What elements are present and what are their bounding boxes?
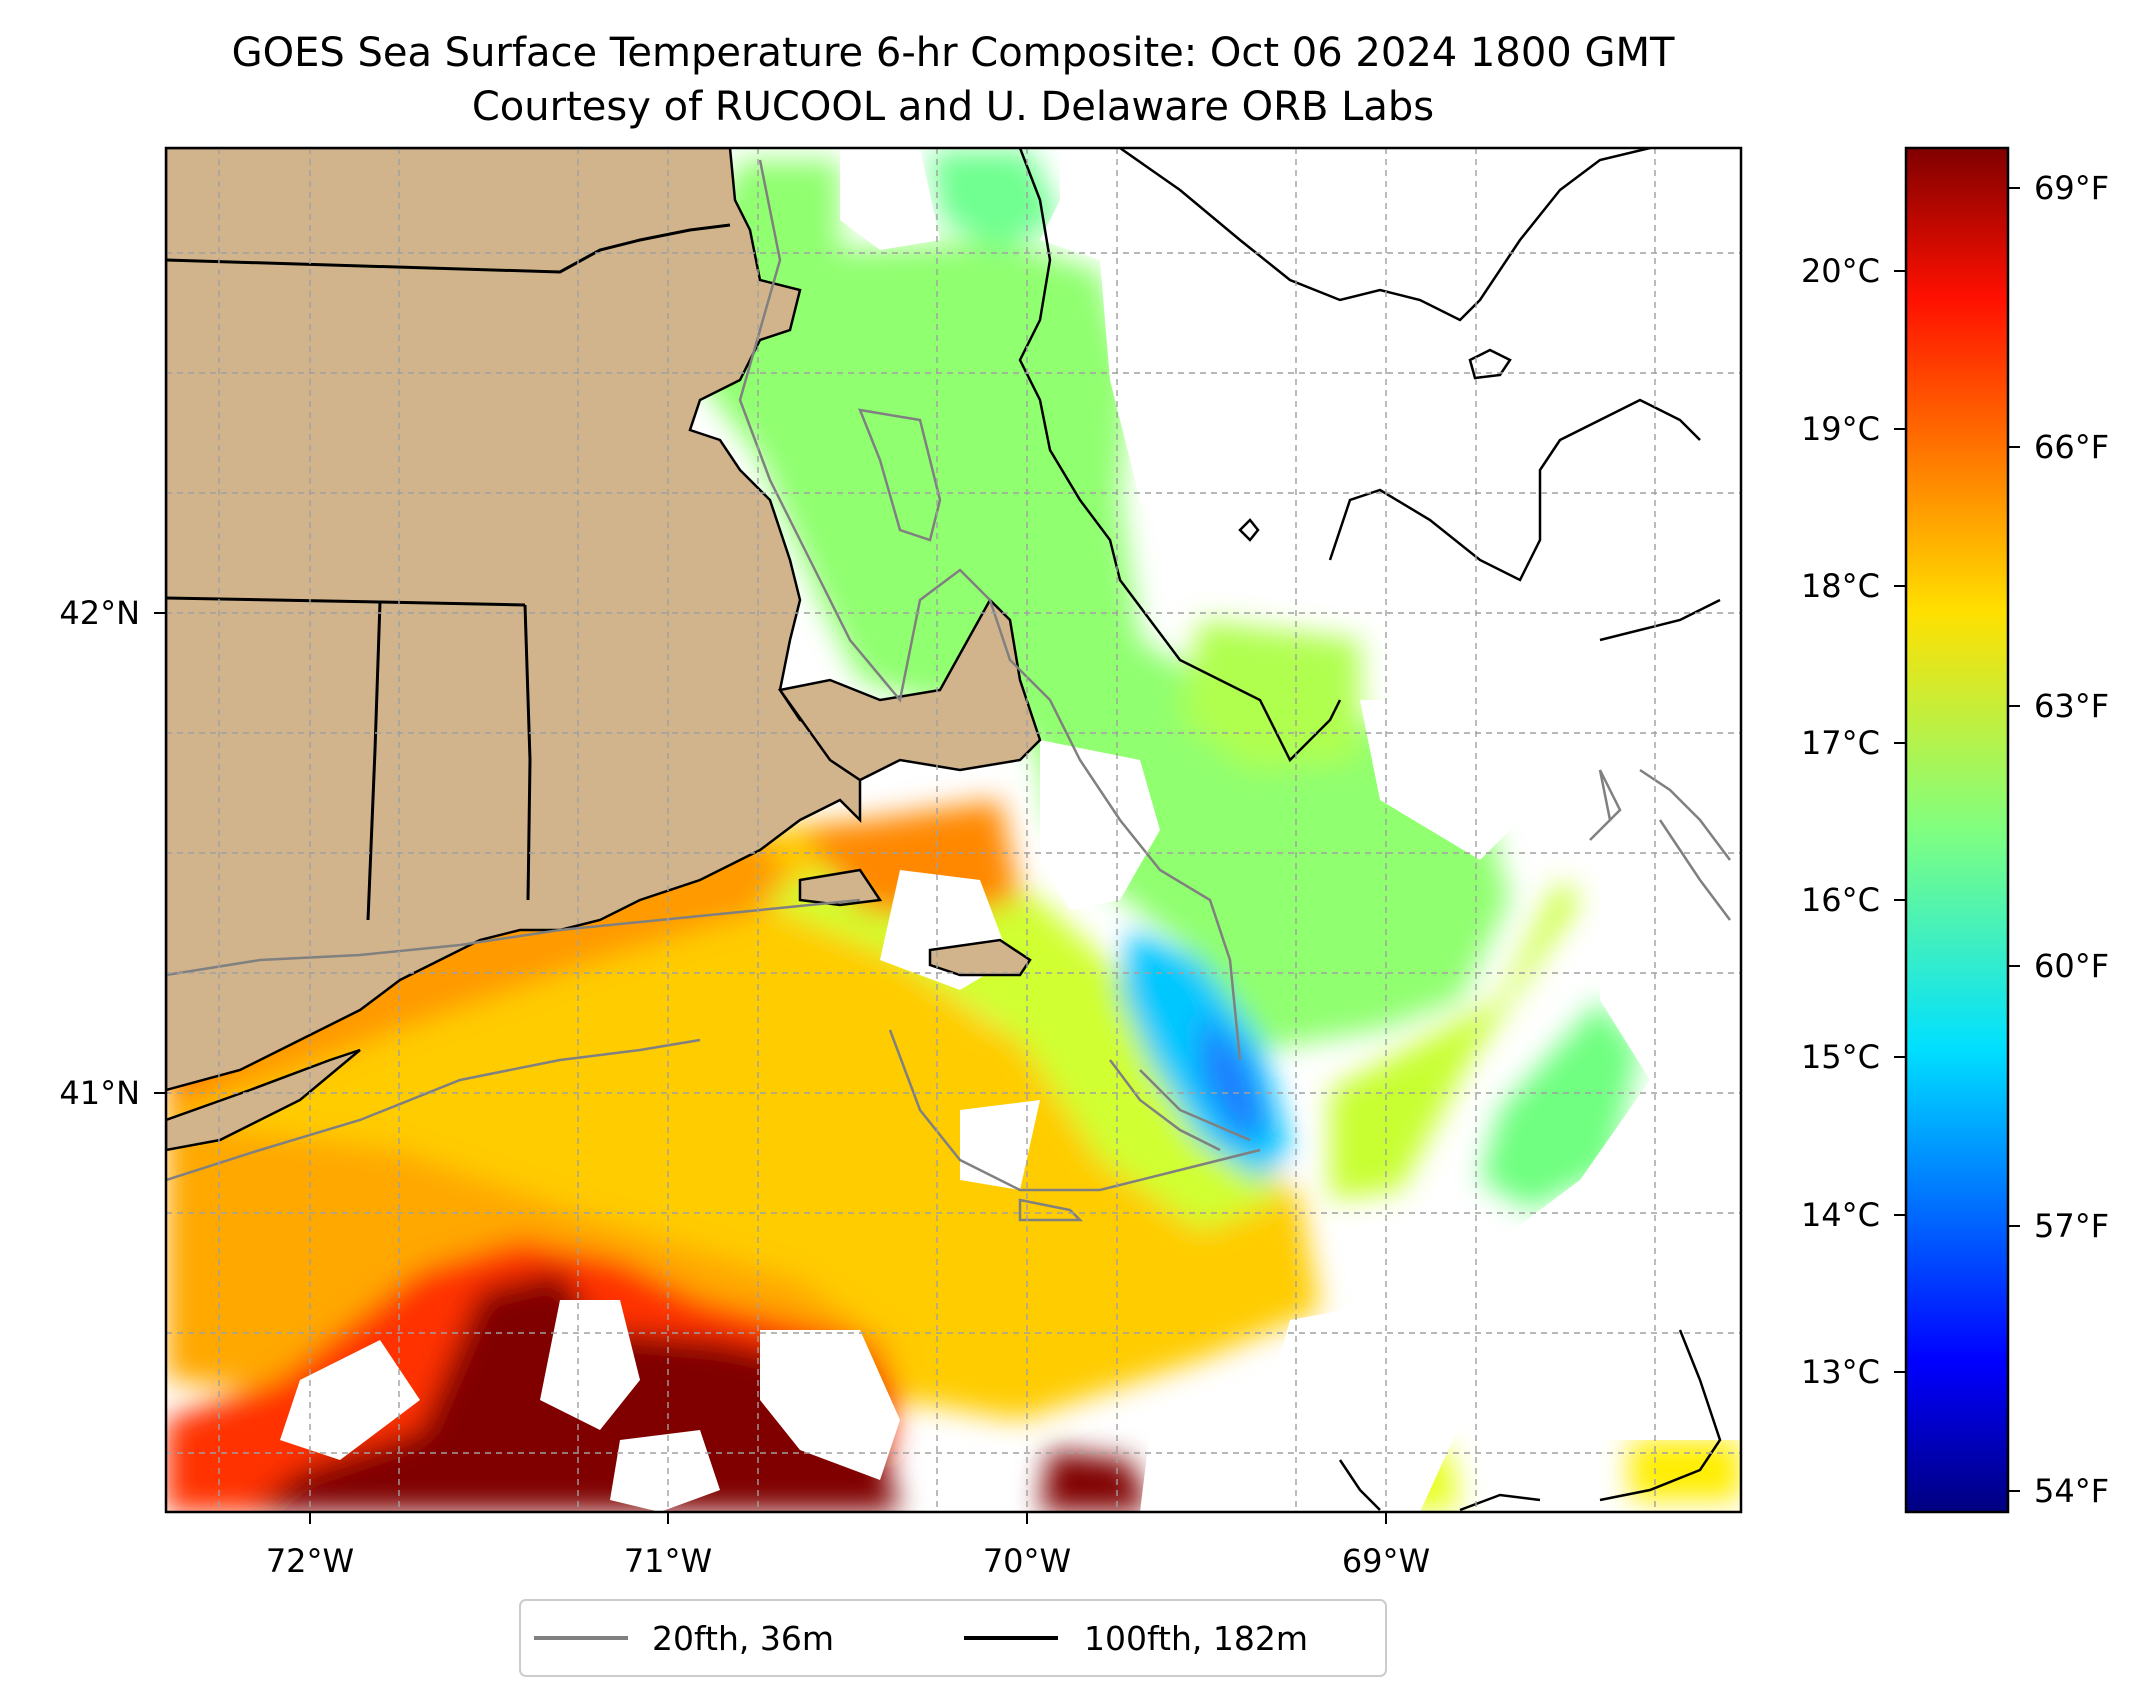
lon-tick-label-70w: 70°W: [983, 1542, 1071, 1580]
colorbar-fahrenheit-ticks: [2008, 187, 2020, 1492]
legend-label-20fth: 20fth, 36m: [652, 1619, 834, 1658]
colorbar-c-label-16: 16°C: [1801, 881, 1880, 919]
colorbar-f-label-54: 54°F: [2034, 1472, 2109, 1510]
land-cape-cod: [777, 597, 1042, 782]
land-nantucket: [928, 938, 1032, 977]
lon-tick-label-71w: 71°W: [624, 1542, 712, 1580]
colorbar-c-label-20: 20°C: [1801, 252, 1880, 290]
legend-box: [519, 1599, 1387, 1677]
colorbar-f-label-66: 66°F: [2034, 428, 2109, 466]
sst-hot-core-south: [1040, 1450, 1150, 1512]
land-marthas-vineyard: [798, 868, 883, 907]
land-long-island: [166, 1048, 361, 1152]
map-title: GOES Sea Surface Temperature 6-hr Compos…: [232, 30, 1675, 76]
sst-orange-inshore: [166, 830, 800, 1120]
colorbar-c-label-18: 18°C: [1801, 567, 1880, 605]
no-data-areas: [280, 148, 1741, 1512]
sst-yellow-green-east: [1330, 880, 1580, 1200]
colorbar-c-label-19: 19°C: [1801, 410, 1880, 448]
axis-ticks: [154, 612, 1387, 1524]
sst-blue-core: [1200, 1010, 1270, 1140]
lon-tick-label-72w: 72°W: [266, 1542, 354, 1580]
plot-frame: [164, 146, 1743, 1514]
colorbar-c-label-13: 13°C: [1801, 1353, 1880, 1391]
colorbar-c-label-17: 17°C: [1801, 724, 1880, 762]
sst-yellow-se: [1630, 1440, 1741, 1500]
plot-area: [166, 148, 1741, 1512]
isobath-legend: 20fth, 36m 100fth, 182m: [519, 1599, 1387, 1677]
lat-tick-label-42n: 42°N: [59, 594, 140, 632]
colorbar-f-label-60: 60°F: [2034, 947, 2109, 985]
colorbar-f-label-57: 57°F: [2034, 1207, 2109, 1245]
colorbar-c-label-15: 15°C: [1801, 1038, 1880, 1076]
map-subtitle: Courtesy of RUCOOL and U. Delaware ORB L…: [472, 84, 1434, 130]
legend-label-100fth: 100fth, 182m: [1084, 1619, 1308, 1658]
isobath-20fth: [166, 159, 1731, 1222]
lat-tick-label-41n: 41°N: [59, 1074, 140, 1112]
lon-tick-label-69w: 69°W: [1342, 1542, 1430, 1580]
gridlines: [166, 148, 1741, 1512]
colorbar: [1904, 146, 2010, 1514]
colorbar-f-label-69: 69°F: [2034, 169, 2109, 207]
colorbar-c-label-14: 14°C: [1801, 1196, 1880, 1234]
colorbar-celsius-ticks: [1894, 270, 1906, 1373]
state-borders: [166, 223, 731, 921]
isobath-100fth: [1018, 148, 1722, 1512]
colorbar-f-label-63: 63°F: [2034, 687, 2109, 725]
sst-green-gulf: [680, 160, 1510, 1050]
